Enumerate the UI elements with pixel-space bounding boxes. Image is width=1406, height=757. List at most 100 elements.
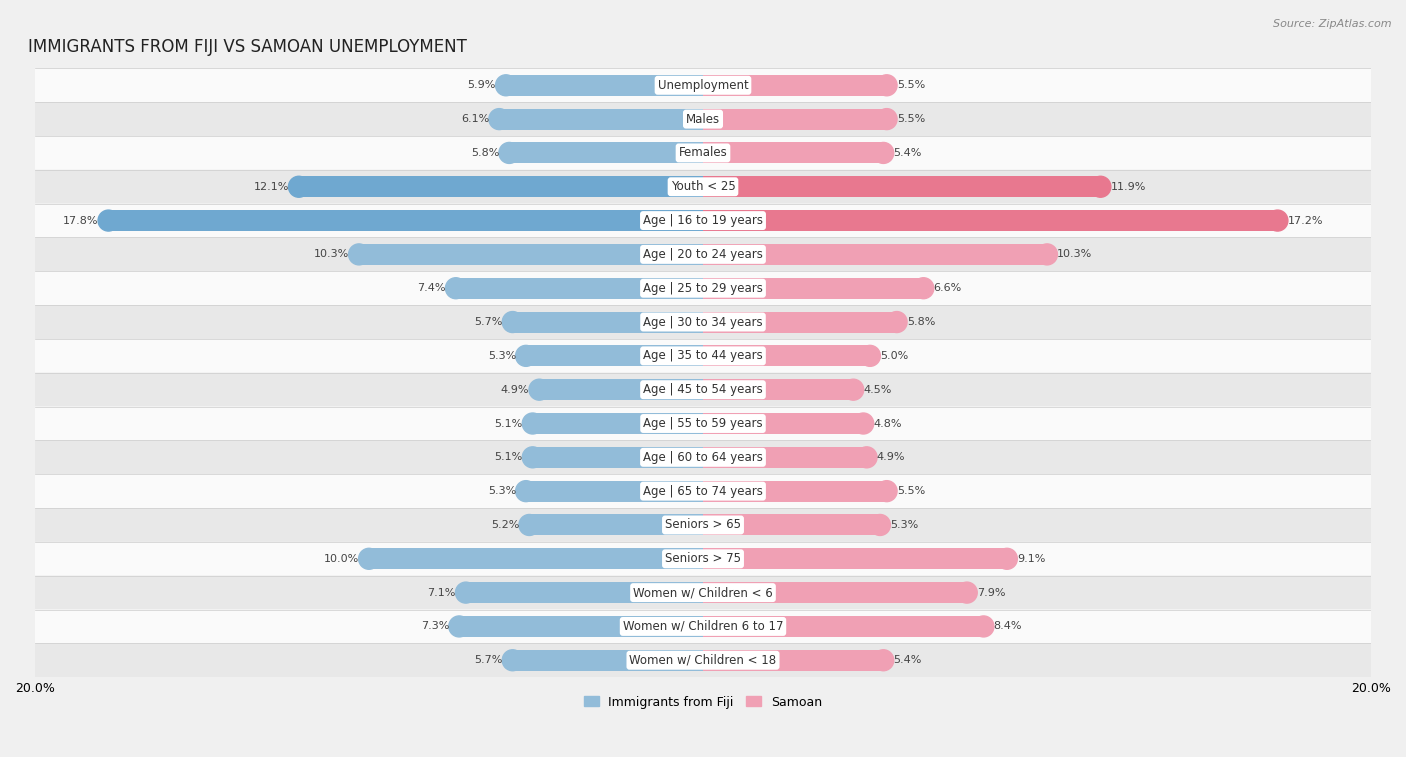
Bar [703,548,1007,569]
Bar [456,278,703,299]
Text: Age | 60 to 64 years: Age | 60 to 64 years [643,451,763,464]
Bar [526,345,703,366]
FancyBboxPatch shape [35,441,1371,474]
Text: Males: Males [686,113,720,126]
Text: Seniors > 65: Seniors > 65 [665,519,741,531]
FancyBboxPatch shape [35,238,1371,271]
Text: 5.9%: 5.9% [468,80,496,90]
FancyBboxPatch shape [35,576,1371,609]
Bar [299,176,703,198]
Bar [703,278,924,299]
Text: 12.1%: 12.1% [253,182,288,192]
Bar [513,312,703,332]
FancyBboxPatch shape [35,339,1371,372]
Bar [703,582,967,603]
Text: 5.1%: 5.1% [495,453,523,463]
Bar [703,413,863,434]
Circle shape [98,210,118,231]
Circle shape [1036,244,1057,265]
Circle shape [973,616,994,637]
FancyBboxPatch shape [35,609,1371,643]
Circle shape [519,515,540,535]
Bar [513,650,703,671]
Circle shape [956,582,977,603]
Text: 5.5%: 5.5% [897,80,925,90]
Circle shape [873,142,894,164]
Text: 5.3%: 5.3% [488,486,516,496]
Circle shape [997,548,1018,569]
Circle shape [886,312,907,332]
Bar [703,379,853,400]
Text: 11.9%: 11.9% [1111,182,1146,192]
Circle shape [502,312,523,332]
Text: Age | 20 to 24 years: Age | 20 to 24 years [643,248,763,261]
Text: 7.3%: 7.3% [420,621,449,631]
Circle shape [502,650,523,671]
Text: 7.4%: 7.4% [418,283,446,293]
Circle shape [870,515,890,535]
Bar [703,447,866,468]
FancyBboxPatch shape [35,474,1371,508]
Text: 4.9%: 4.9% [877,453,905,463]
Bar [703,142,883,164]
Bar [703,515,880,535]
Text: 5.1%: 5.1% [495,419,523,428]
Circle shape [876,481,897,502]
Circle shape [853,413,873,434]
Circle shape [495,75,516,96]
Text: 4.8%: 4.8% [873,419,901,428]
Text: 5.3%: 5.3% [488,350,516,361]
Text: 5.2%: 5.2% [491,520,519,530]
Bar [533,413,703,434]
Bar [506,75,703,96]
Text: 5.7%: 5.7% [474,656,502,665]
Text: Women w/ Children 6 to 17: Women w/ Children 6 to 17 [623,620,783,633]
Bar [703,481,887,502]
Text: Age | 45 to 54 years: Age | 45 to 54 years [643,383,763,396]
FancyBboxPatch shape [35,271,1371,305]
Circle shape [516,345,536,366]
Text: 10.3%: 10.3% [314,249,349,260]
Text: 5.4%: 5.4% [893,656,922,665]
Text: 17.8%: 17.8% [63,216,98,226]
Circle shape [456,582,477,603]
FancyBboxPatch shape [35,204,1371,238]
Text: Age | 30 to 34 years: Age | 30 to 34 years [643,316,763,329]
Circle shape [499,142,520,164]
Text: 5.3%: 5.3% [890,520,918,530]
Legend: Immigrants from Fiji, Samoan: Immigrants from Fiji, Samoan [578,690,828,714]
Text: 8.4%: 8.4% [994,621,1022,631]
Bar [703,616,984,637]
Text: 5.8%: 5.8% [471,148,499,158]
Bar [368,548,703,569]
Circle shape [522,447,543,468]
Bar [460,616,703,637]
Text: Age | 25 to 29 years: Age | 25 to 29 years [643,282,763,294]
Text: 5.4%: 5.4% [893,148,922,158]
Circle shape [912,278,934,299]
Bar [703,108,887,129]
Circle shape [859,345,880,366]
Circle shape [529,379,550,400]
Bar [540,379,703,400]
Text: Age | 65 to 74 years: Age | 65 to 74 years [643,484,763,497]
Circle shape [349,244,370,265]
Circle shape [489,108,509,129]
Circle shape [876,75,897,96]
Circle shape [1090,176,1111,198]
Text: 10.0%: 10.0% [323,554,359,564]
FancyBboxPatch shape [35,68,1371,102]
Bar [526,481,703,502]
Circle shape [876,108,897,129]
FancyBboxPatch shape [35,407,1371,441]
Circle shape [844,379,863,400]
FancyBboxPatch shape [35,508,1371,542]
FancyBboxPatch shape [35,136,1371,170]
Circle shape [446,278,467,299]
Circle shape [522,413,543,434]
Bar [359,244,703,265]
Text: 6.6%: 6.6% [934,283,962,293]
FancyBboxPatch shape [35,372,1371,407]
Bar [703,312,897,332]
Text: 5.0%: 5.0% [880,350,908,361]
